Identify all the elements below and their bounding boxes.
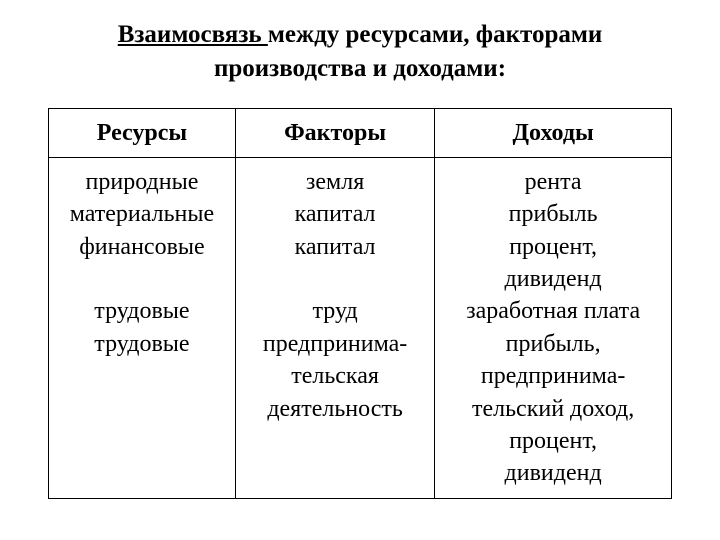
cell-text — [55, 263, 229, 295]
title-line1: между ресурсами, факторами — [268, 21, 602, 48]
cell-factors: земля капитал капитал труд предпринима- … — [235, 157, 434, 498]
cell-text: предпринима- — [242, 328, 428, 360]
cell-income: рента прибыль процент, дивиденд заработн… — [435, 157, 672, 498]
cell-text: капитал — [242, 198, 428, 230]
cell-resources: природные материальные финансовые трудов… — [49, 157, 236, 498]
cell-text: трудовые — [55, 295, 229, 327]
cell-text — [242, 263, 428, 295]
page-title: Взаимосвязь между ресурсами, факторами п… — [48, 18, 672, 86]
cell-text: тельская — [242, 360, 428, 392]
cell-text: земля — [242, 166, 428, 198]
header-factors: Факторы — [235, 108, 434, 157]
title-line2: производства и доходами: — [214, 55, 506, 82]
title-underlined: Взаимосвязь — [118, 21, 268, 48]
cell-text: предпринима- — [441, 360, 665, 392]
header-income: Доходы — [435, 108, 672, 157]
table-row: природные материальные финансовые трудов… — [49, 157, 672, 498]
cell-text: труд — [242, 295, 428, 327]
cell-text: деятельность — [242, 393, 428, 425]
cell-text: процент, — [441, 425, 665, 457]
cell-text: дивиденд — [441, 263, 665, 295]
cell-text: финансовые — [55, 231, 229, 263]
cell-text: рента — [441, 166, 665, 198]
cell-text: дивиденд — [441, 457, 665, 489]
cell-text: заработная плата — [441, 295, 665, 327]
cell-text: природные — [55, 166, 229, 198]
cell-text: трудовые — [55, 328, 229, 360]
cell-text: материальные — [55, 198, 229, 230]
cell-text: прибыль, — [441, 328, 665, 360]
relationship-table: Ресурсы Факторы Доходы природные материа… — [48, 108, 672, 499]
cell-text: капитал — [242, 231, 428, 263]
header-resources: Ресурсы — [49, 108, 236, 157]
cell-text: прибыль — [441, 198, 665, 230]
cell-text: процент, — [441, 231, 665, 263]
table-header-row: Ресурсы Факторы Доходы — [49, 108, 672, 157]
cell-text: тельский доход, — [441, 393, 665, 425]
